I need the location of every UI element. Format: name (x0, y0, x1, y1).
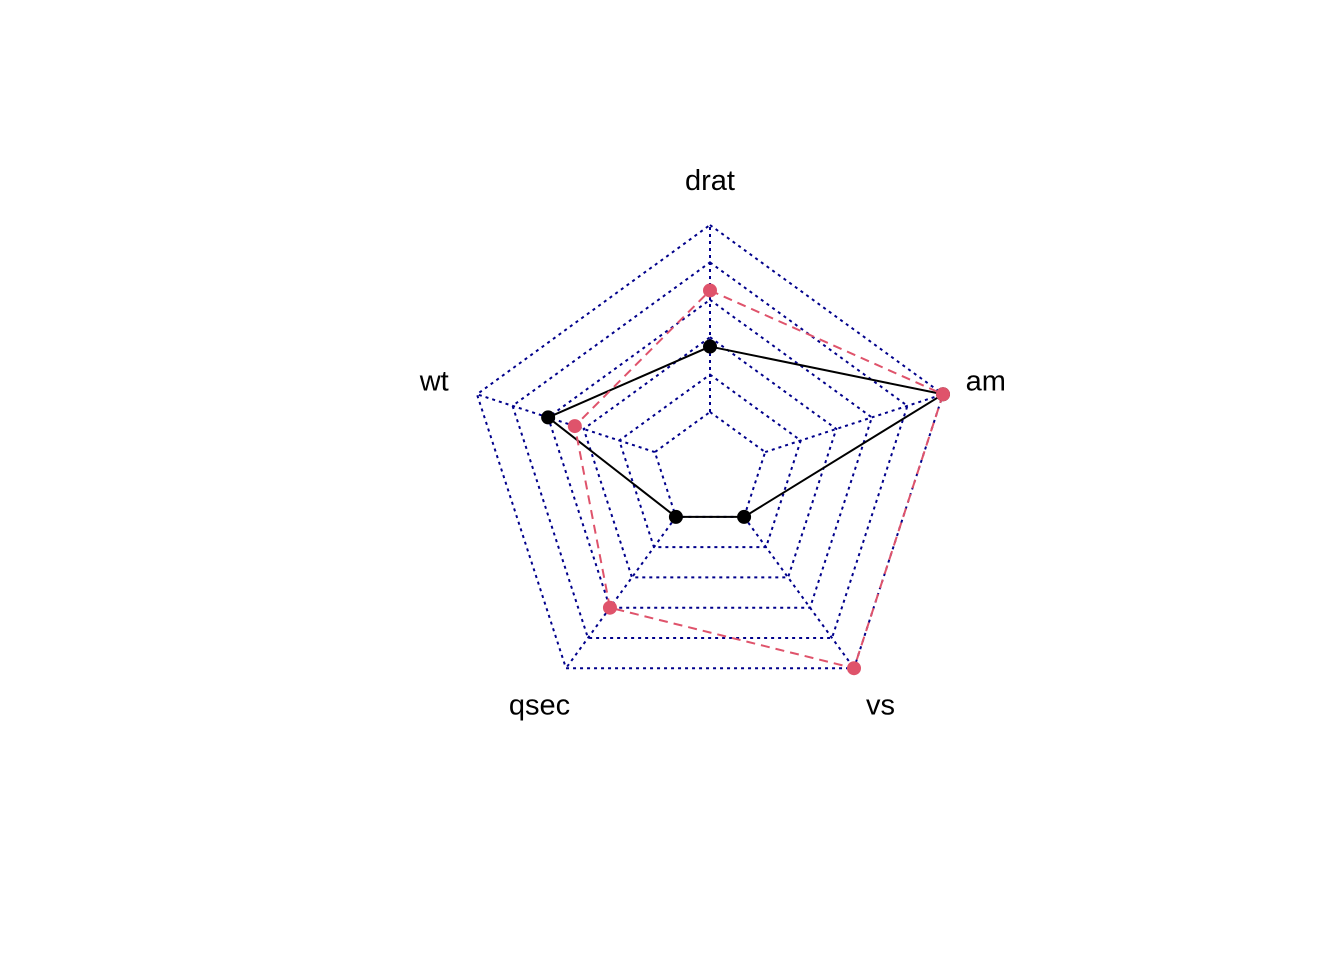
axis-spoke-wt (476, 393, 656, 454)
grid-ring (653, 410, 767, 518)
axis-label-drat: drat (685, 165, 735, 197)
series-2-point-qsec (602, 600, 617, 615)
axis-spoke-qsec (565, 516, 677, 669)
axis-spoke-am (764, 393, 944, 454)
series-1-point-qsec (668, 509, 683, 524)
grid-ring (511, 261, 909, 639)
series-1-point-drat (703, 339, 717, 354)
series-2-point-drat (703, 283, 717, 298)
grid-ring (546, 298, 874, 609)
grid-ring (475, 223, 945, 670)
radar-spokes (476, 225, 944, 669)
series-1-point-vs (737, 509, 752, 524)
axis-spoke-vs (743, 516, 855, 669)
series-1-point-wt (541, 410, 556, 425)
axis-label-vs: vs (866, 690, 895, 722)
grid-ring (582, 335, 838, 579)
series-2-point-am (936, 387, 951, 402)
series-1-line (547, 345, 945, 518)
axis-label-am: am (966, 365, 1006, 397)
series-2-point-wt (567, 419, 582, 434)
radar-axis-labels: drat am vs qsec wt (419, 165, 1006, 722)
grid-ring (618, 373, 802, 549)
axis-label-wt: wt (419, 365, 449, 397)
axis-label-qsec: qsec (509, 690, 570, 722)
series-2-line (573, 289, 945, 670)
radar-series (541, 283, 951, 676)
series-2-point-vs (847, 661, 862, 676)
